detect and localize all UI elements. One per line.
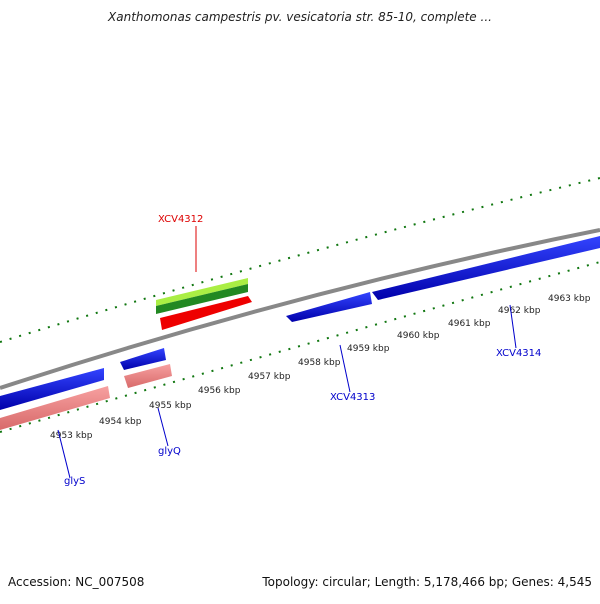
ruler-tick-label: 4960 kbp [397,331,440,341]
gene-label-xcv4312[interactable]: XCV4312 [158,214,203,225]
genome-backbone [0,228,600,390]
ruler-tick-label: 4955 kbp [149,401,192,411]
topology-summary: Topology: circular; Length: 5,178,466 bp… [262,575,592,589]
gene-leader-line [57,429,71,479]
gene-leader-line [339,344,351,393]
ruler-tick-labels: 4953 kbp 4954 kbp 4955 kbp 4956 kbp 4957 kbp… [50,294,591,441]
gene-label-xcv4314[interactable]: XCV4314 [496,348,541,359]
feature-XCV4314-bar[interactable] [372,236,600,300]
ruler-tick-label: 4957 kbp [248,372,291,382]
feature-glyS-bar[interactable] [0,386,110,430]
feature-XCV4313-bar[interactable] [286,292,372,322]
feature-glyQ-small[interactable] [120,348,166,370]
feature-XCV4312-green-dark [156,284,248,314]
gene-label-xcv4313[interactable]: XCV4313 [330,392,375,403]
feature-bar-left[interactable] [0,368,104,410]
lower-tick-track [0,261,600,433]
gene-leader-line [509,304,517,349]
feature-XCV4312-green-light [156,278,248,306]
ruler-tick-label: 4956 kbp [198,386,241,396]
ruler-tick-label: 4954 kbp [99,417,142,427]
ruler-tick-label: 4958 kbp [298,358,341,368]
ruler-tick-label: 4953 kbp [50,431,93,441]
feature-pink-right[interactable] [124,364,172,388]
gene-label-glyq[interactable]: glyQ [158,446,181,457]
ruler-tick-label: 4959 kbp [347,344,390,354]
page-title: Xanthomonas campestris pv. vesicatoria s… [108,10,492,24]
ruler-tick-label: 4963 kbp [548,294,591,304]
gene-labels: glyS glyQ XCV4312 XCV4313 XCV4314 [57,214,541,487]
ruler-tick-label: 4962 kbp [498,306,541,316]
ruler-tick-label: 4961 kbp [448,319,491,329]
feature-XCV4312-bar[interactable] [160,296,252,330]
gene-label-glys[interactable]: glyS [64,476,85,487]
accession-text: Accession: NC_007508 [8,575,145,589]
gene-leader-line [157,407,169,447]
